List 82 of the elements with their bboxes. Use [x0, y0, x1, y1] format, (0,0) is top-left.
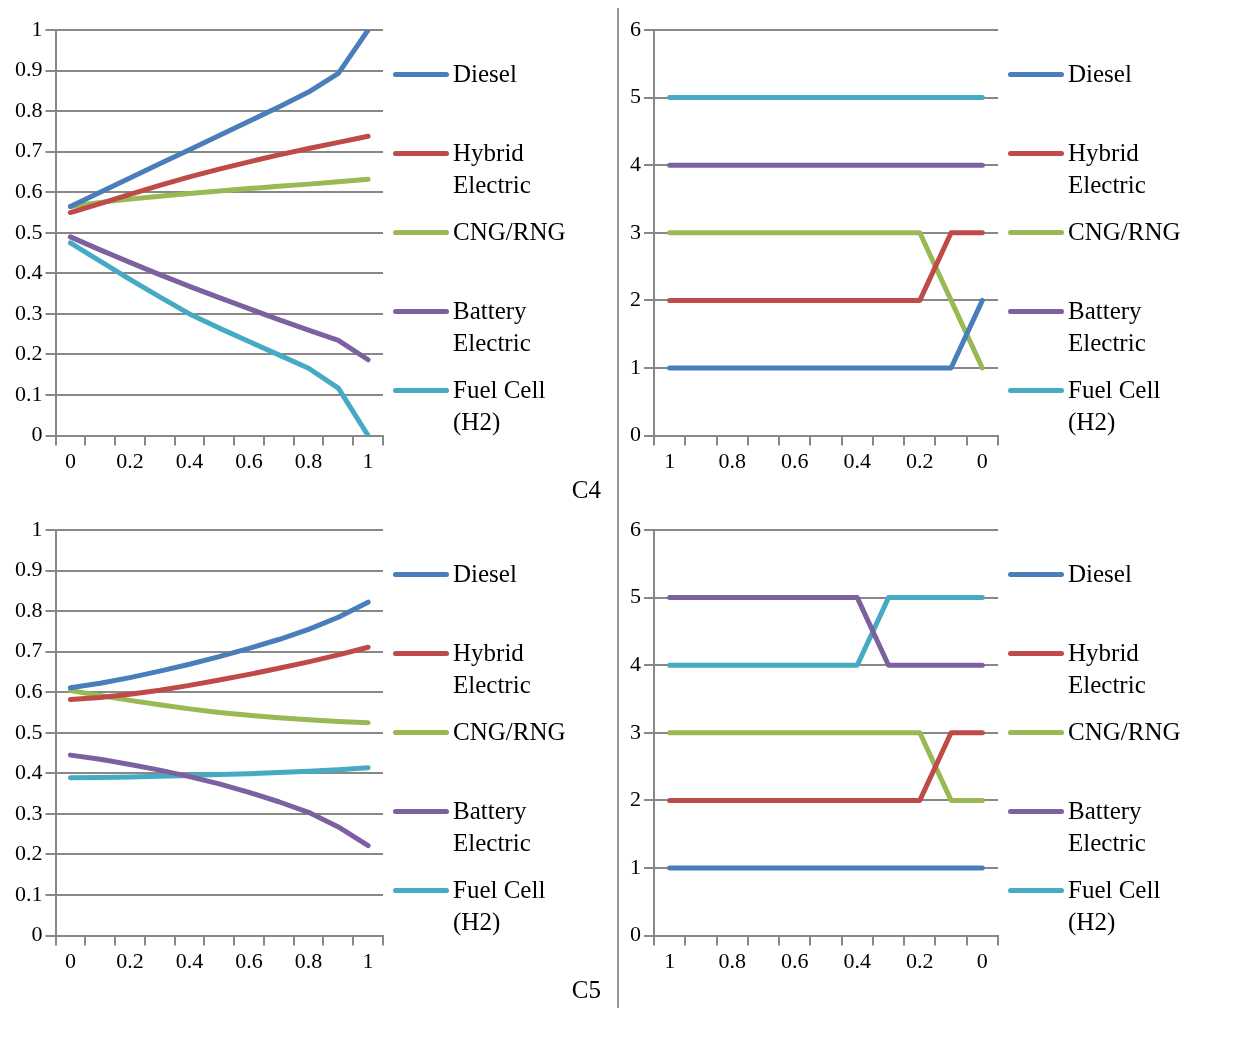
y-tick-label: 0.8: [15, 596, 43, 622]
x-tick-label: 0.4: [175, 947, 204, 973]
y-tick-label: 0: [31, 921, 43, 947]
legend-label: Diesel: [1068, 559, 1133, 589]
x-tick-label: 0.8: [718, 947, 746, 973]
legend-label: Hybrid Electric: [453, 138, 532, 200]
x-tick-label: 0: [64, 947, 76, 973]
y-tick-label: 5: [630, 83, 641, 109]
x-tick-label: 1: [362, 947, 374, 973]
legend-label: CNG/RNG: [453, 717, 567, 747]
legend-label: Hybrid Electric: [1068, 638, 1147, 700]
legend-label: Hybrid Electric: [1068, 138, 1147, 200]
y-tick-label: 0.5: [15, 218, 43, 244]
x-tick-label: 0: [64, 447, 76, 473]
y-tick-label: 4: [630, 150, 641, 176]
x-tick-label: 0.2: [116, 447, 144, 473]
x-tick-label: 0.2: [906, 447, 934, 473]
y-tick-label: 1: [31, 515, 43, 541]
y-tick-label: 0.2: [15, 340, 43, 366]
x-tick-label: 0: [976, 447, 988, 473]
y-tick-label: 0: [31, 421, 43, 447]
y-tick-label: 0.8: [15, 96, 43, 122]
y-tick-label: 0.3: [15, 299, 43, 325]
y-tick-label: 0.5: [15, 718, 43, 744]
y-tick-label: 0.7: [15, 637, 43, 663]
legend-label: CNG/RNG: [1068, 217, 1182, 247]
y-tick-label: 2: [630, 786, 641, 812]
y-tick-label: 0.9: [15, 56, 43, 82]
x-tick-label: 0.4: [175, 447, 204, 473]
legend-label: Battery Electric: [453, 796, 532, 858]
legend-label: Diesel: [453, 59, 518, 89]
legend-label: Battery Electric: [1068, 296, 1147, 358]
y-tick-label: 1: [31, 15, 43, 41]
y-tick-label: 0.6: [15, 178, 43, 204]
x-tick-label: 0: [976, 947, 988, 973]
y-tick-label: 3: [630, 218, 641, 244]
x-tick-label: 0.6: [780, 447, 809, 473]
y-tick-label: 0: [630, 421, 641, 447]
x-tick-label: 0.4: [843, 447, 872, 473]
x-tick-label: 0.8: [294, 947, 323, 973]
y-tick-label: 1: [630, 353, 641, 379]
y-tick-label: 0.9: [15, 556, 43, 582]
text: C5: [571, 976, 601, 1004]
legend-label: Fuel Cell (H2): [453, 375, 547, 438]
y-tick-label: 0.1: [15, 880, 43, 906]
y-tick-label: 0.4: [15, 759, 43, 785]
x-tick-label: 0.6: [235, 447, 263, 473]
legend-label: Fuel Cell (H2): [453, 875, 547, 938]
y-tick-label: 2: [630, 286, 641, 312]
y-tick-label: 0.1: [15, 380, 43, 406]
y-tick-label: 6: [630, 515, 641, 541]
y-tick-label: 1: [630, 853, 641, 879]
x-tick-label: 0.8: [718, 447, 746, 473]
x-tick-label: 0.6: [780, 947, 809, 973]
x-tick-label: 0.2: [906, 947, 934, 973]
y-tick-label: 4: [630, 650, 641, 676]
y-tick-label: 3: [630, 718, 641, 744]
legend-label: Fuel Cell (H2): [1068, 875, 1162, 938]
x-tick-label: 0.8: [294, 447, 323, 473]
legend-label: Diesel: [453, 559, 518, 589]
legend-label: CNG/RNG: [453, 217, 567, 247]
legend-label: Hybrid Electric: [453, 638, 532, 700]
x-tick-label: 0.4: [843, 947, 872, 973]
y-tick-label: 0: [630, 921, 641, 947]
y-tick-label: 0.3: [15, 799, 43, 825]
x-tick-label: 1: [362, 447, 374, 473]
y-tick-label: 0.6: [15, 678, 43, 704]
y-tick-label: 0.4: [15, 259, 43, 285]
legend-label: Diesel: [1068, 59, 1133, 89]
text: C4: [571, 476, 601, 504]
x-tick-label: 1: [664, 447, 676, 473]
x-tick-label: 0.6: [235, 947, 263, 973]
x-tick-label: 1: [664, 947, 676, 973]
y-tick-label: 0.7: [15, 137, 43, 163]
y-tick-label: 6: [630, 15, 641, 41]
legend-label: Battery Electric: [453, 296, 532, 358]
legend-label: Battery Electric: [1068, 796, 1147, 858]
y-tick-label: 0.2: [15, 840, 43, 866]
legend-label: CNG/RNG: [1068, 717, 1182, 747]
legend-label: Fuel Cell (H2): [1068, 375, 1162, 438]
y-tick-label: 5: [630, 583, 641, 609]
x-tick-label: 0.2: [116, 947, 144, 973]
